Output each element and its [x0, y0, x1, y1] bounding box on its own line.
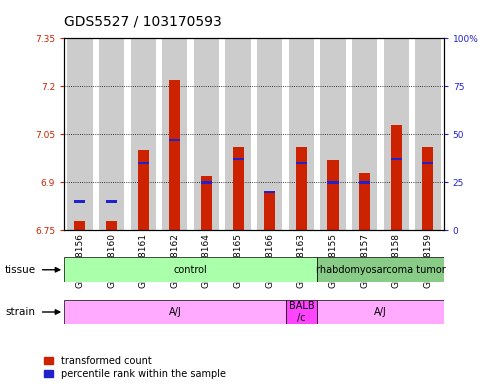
Bar [359, 181, 370, 184]
Bar [289, 38, 314, 230]
Bar [320, 38, 346, 230]
Bar [138, 151, 149, 230]
Bar [131, 38, 156, 230]
Bar [423, 147, 433, 230]
Bar [352, 38, 377, 230]
Bar [391, 125, 402, 230]
Bar [317, 300, 444, 324]
Bar [225, 38, 251, 230]
Bar [106, 221, 117, 230]
Bar [233, 158, 244, 161]
Bar [162, 38, 187, 230]
Bar [194, 38, 219, 230]
Bar [233, 147, 244, 230]
Bar [415, 38, 441, 230]
Bar [74, 221, 85, 230]
Bar [296, 162, 307, 164]
Text: tissue: tissue [5, 265, 36, 275]
Bar [327, 181, 339, 184]
Text: GDS5527 / 103170593: GDS5527 / 103170593 [64, 15, 222, 29]
Legend: transformed count, percentile rank within the sample: transformed count, percentile rank withi… [44, 356, 226, 379]
Text: BALB
/c: BALB /c [288, 301, 314, 323]
Text: rhabdomyosarcoma tumor: rhabdomyosarcoma tumor [316, 265, 445, 275]
Text: strain: strain [5, 307, 35, 317]
Bar [285, 300, 317, 324]
Bar [74, 200, 85, 203]
Bar [359, 173, 370, 230]
Bar [99, 38, 124, 230]
Text: A/J: A/J [374, 307, 387, 317]
Bar [64, 300, 285, 324]
Bar [201, 176, 212, 230]
Bar [384, 38, 409, 230]
Bar [169, 139, 180, 141]
Bar [264, 192, 275, 230]
Bar [264, 191, 275, 193]
Bar [327, 160, 339, 230]
Bar [296, 147, 307, 230]
Bar [67, 38, 93, 230]
Text: A/J: A/J [169, 307, 181, 317]
Bar [317, 257, 444, 282]
Bar [201, 181, 212, 184]
Bar [391, 158, 402, 161]
Bar [169, 80, 180, 230]
Bar [138, 162, 149, 164]
Bar [257, 38, 282, 230]
Bar [423, 162, 433, 164]
Bar [106, 200, 117, 203]
Bar [64, 257, 317, 282]
Text: control: control [174, 265, 208, 275]
